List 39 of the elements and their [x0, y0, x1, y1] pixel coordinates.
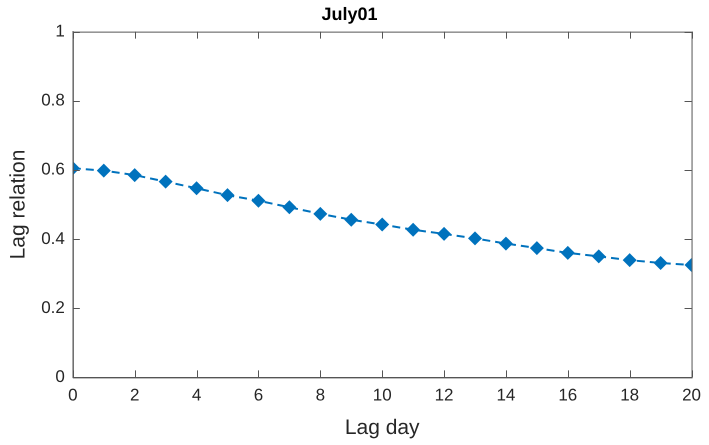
x-tick-label: 2 [130, 385, 140, 404]
point [560, 246, 575, 260]
y-tick-label: 0.2 [41, 298, 65, 317]
point [530, 241, 544, 256]
y-axis-title: Lag relation [6, 150, 30, 260]
point [158, 174, 173, 189]
point [96, 164, 111, 178]
point [251, 194, 266, 208]
point [282, 200, 296, 214]
point [406, 222, 420, 237]
x-tick-label: 0 [68, 385, 78, 404]
x-tick-label: 4 [192, 385, 202, 404]
chart-title: July01 [321, 4, 378, 24]
point [220, 188, 235, 202]
point [344, 212, 358, 227]
point [375, 218, 390, 232]
point [622, 253, 637, 268]
x-tick-label: 8 [316, 385, 326, 404]
y-tick-label: 0.4 [41, 228, 65, 248]
x-axis-title: Lag day [344, 416, 420, 440]
x-tick-label: 18 [620, 385, 640, 404]
point [437, 226, 452, 241]
point [190, 181, 204, 196]
point [592, 249, 606, 264]
x-tick-label: 6 [254, 385, 264, 404]
x-tick-label: 12 [434, 385, 454, 404]
point [468, 231, 482, 246]
point [498, 236, 513, 251]
point [128, 168, 142, 182]
point [313, 206, 328, 221]
y-tick-label: 0.8 [41, 90, 65, 110]
x-tick-label: 14 [496, 385, 516, 404]
y-tick-label: 1 [55, 21, 65, 40]
y-tick-label: 0.6 [41, 160, 65, 179]
x-tick-label: 10 [372, 385, 392, 404]
x-tick-label: 16 [558, 385, 578, 404]
x-tick-label: 20 [682, 385, 702, 404]
y-tick-label: 0 [55, 367, 65, 386]
point [654, 256, 668, 270]
